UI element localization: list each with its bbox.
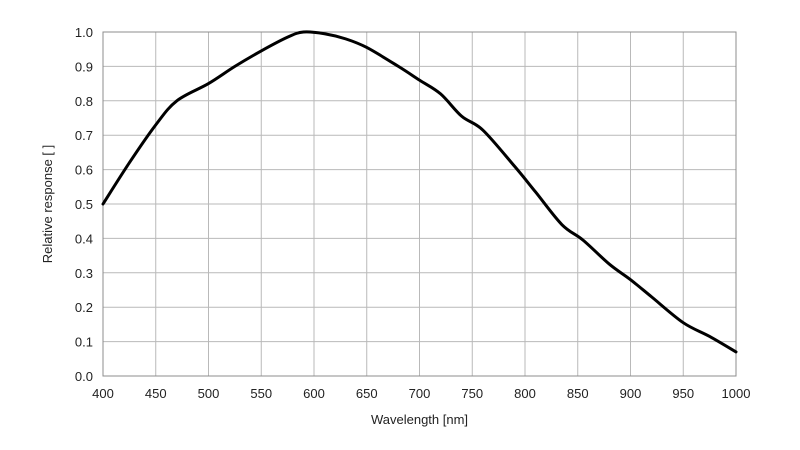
x-tick-label: 450 — [145, 386, 167, 401]
x-tick-label: 650 — [356, 386, 378, 401]
series-line-0 — [101, 30, 738, 354]
y-axis-ticks: 0.0 0.1 0.2 0.3 0.4 0.5 0.6 0.7 0.8 0.9 1.0 — [75, 25, 93, 384]
y-tick-label: 0.4 — [75, 231, 93, 246]
x-tick-label: 500 — [198, 386, 220, 401]
x-axis-ticks: 400 450 500 550 600 650 700 750 800 850 900 950 1000 — [92, 386, 750, 401]
y-tick-label: 0.9 — [75, 59, 93, 74]
x-tick-label: 600 — [303, 386, 325, 401]
x-tick-label: 550 — [250, 386, 272, 401]
y-tick-label: 1.0 — [75, 25, 93, 40]
y-tick-label: 0.1 — [75, 335, 93, 350]
grid — [102, 31, 737, 377]
x-axis-title: Wavelength [nm] — [371, 412, 468, 427]
series-layer — [101, 30, 738, 354]
x-tick-label: 750 — [461, 386, 483, 401]
x-tick-label: 850 — [567, 386, 589, 401]
y-tick-label: 0.8 — [75, 94, 93, 109]
y-axis-title: Relative response [ ] — [40, 145, 55, 264]
y-tick-label: 0.0 — [75, 369, 93, 384]
x-tick-label: 400 — [92, 386, 114, 401]
y-tick-label: 0.6 — [75, 163, 93, 178]
x-tick-label: 1000 — [722, 386, 751, 401]
y-tick-label: 0.7 — [75, 128, 93, 143]
x-tick-label: 900 — [620, 386, 642, 401]
x-tick-label: 700 — [409, 386, 431, 401]
y-tick-label: 0.5 — [75, 197, 93, 212]
x-tick-label: 950 — [672, 386, 694, 401]
y-tick-label: 0.3 — [75, 266, 93, 281]
x-tick-label: 800 — [514, 386, 536, 401]
y-tick-label: 0.2 — [75, 300, 93, 315]
